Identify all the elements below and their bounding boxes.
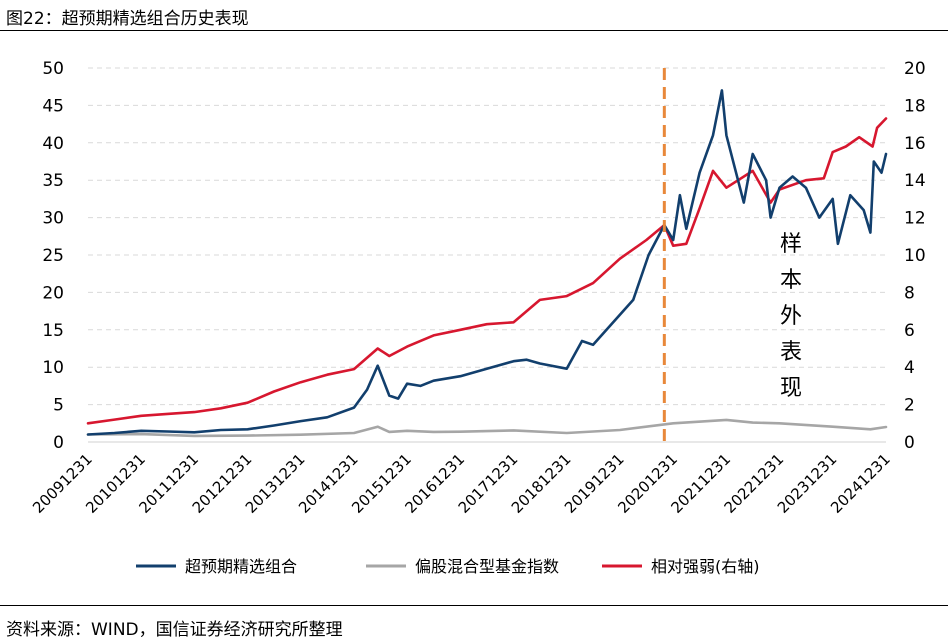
right-tick-label: 12: [904, 209, 926, 229]
left-axis-ticks: 0 5 10 15 20 25 30 35 40 45 50: [42, 59, 64, 453]
left-tick-label: 40: [42, 134, 64, 154]
annotation-char: 样: [780, 232, 802, 257]
right-tick-label: 0: [904, 433, 915, 453]
series-line-2: [86, 117, 888, 425]
right-tick-label: 20: [904, 59, 926, 79]
left-tick-label: 35: [42, 171, 64, 191]
annotation-char: 表: [780, 340, 802, 365]
top-rule: [0, 30, 948, 31]
right-tick-label: 16: [904, 134, 926, 154]
left-tick-label: 25: [42, 246, 64, 266]
right-tick-label: 14: [904, 171, 926, 191]
x-axis-ticks: 2009123120101231201112312012123120131231…: [29, 450, 894, 517]
source-note: 资料来源：WIND，国信证券经济研究所整理: [6, 620, 343, 640]
annotation-char: 外: [780, 304, 802, 329]
left-tick-label: 50: [42, 59, 64, 79]
right-tick-label: 2: [904, 396, 915, 416]
series-line-0: [86, 89, 888, 436]
right-tick-label: 6: [904, 321, 915, 341]
left-tick-label: 45: [42, 96, 64, 116]
left-tick-label: 10: [42, 358, 64, 378]
legend: 超预期精选组合 偏股混合型基金指数 相对强弱(右轴): [136, 557, 760, 576]
page-title: 图22：超预期精选组合历史表现: [6, 9, 249, 29]
right-axis-ticks: 0 2 4 6 8 10 12 14 16 18 20: [904, 59, 926, 453]
grid-lines: [88, 67, 886, 406]
right-tick-label: 18: [904, 96, 926, 116]
series-line-1: [86, 418, 888, 438]
left-tick-label: 20: [42, 283, 64, 303]
left-tick-label: 15: [42, 321, 64, 341]
annotation-char: 本: [780, 268, 802, 293]
annotation-char: 现: [780, 376, 802, 401]
bottom-rule: [0, 605, 948, 606]
legend-label: 超预期精选组合: [185, 557, 297, 576]
right-tick-label: 4: [904, 358, 915, 378]
right-tick-label: 10: [904, 246, 926, 266]
left-tick-label: 30: [42, 209, 64, 229]
left-tick-label: 0: [53, 433, 64, 453]
legend-label: 相对强弱(右轴): [651, 557, 760, 576]
left-tick-label: 5: [53, 396, 64, 416]
right-tick-label: 8: [904, 283, 915, 303]
series-lines: [86, 89, 888, 438]
legend-label: 偏股混合型基金指数: [415, 557, 559, 576]
